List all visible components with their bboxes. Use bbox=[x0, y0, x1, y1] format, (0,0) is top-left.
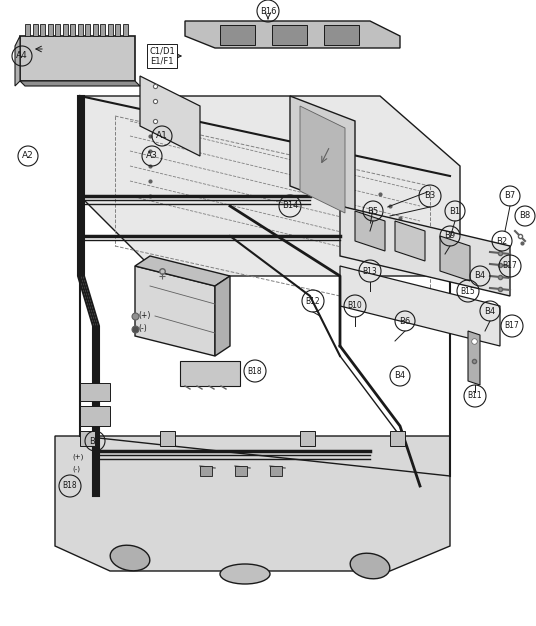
Bar bbox=[123, 24, 128, 36]
Bar bbox=[80, 431, 95, 446]
Bar bbox=[235, 466, 247, 476]
Text: B5: B5 bbox=[368, 207, 378, 215]
Polygon shape bbox=[300, 106, 345, 213]
Text: B1: B1 bbox=[450, 207, 460, 215]
Polygon shape bbox=[440, 236, 470, 281]
FancyBboxPatch shape bbox=[20, 36, 135, 81]
Bar bbox=[108, 24, 113, 36]
Polygon shape bbox=[340, 266, 500, 346]
Bar bbox=[115, 24, 120, 36]
Bar bbox=[200, 466, 212, 476]
Bar bbox=[270, 466, 282, 476]
Polygon shape bbox=[355, 211, 385, 251]
Bar bbox=[272, 25, 307, 45]
Ellipse shape bbox=[350, 553, 390, 579]
Polygon shape bbox=[140, 76, 200, 156]
Text: B12: B12 bbox=[306, 297, 321, 305]
Bar bbox=[33, 24, 38, 36]
Bar bbox=[93, 24, 98, 36]
Bar bbox=[63, 24, 68, 36]
Polygon shape bbox=[80, 96, 460, 276]
Text: C1/D1
E1/F1: C1/D1 E1/F1 bbox=[149, 46, 175, 66]
Polygon shape bbox=[135, 266, 215, 356]
Text: B8: B8 bbox=[519, 212, 531, 220]
Text: A4: A4 bbox=[16, 51, 28, 61]
Bar bbox=[180, 361, 240, 386]
Text: B11: B11 bbox=[468, 391, 482, 401]
Text: A3: A3 bbox=[146, 151, 158, 160]
Text: (-): (-) bbox=[138, 324, 147, 333]
Text: B4: B4 bbox=[394, 371, 406, 381]
Text: B17: B17 bbox=[504, 322, 519, 331]
Text: B16: B16 bbox=[260, 6, 276, 16]
Text: B9: B9 bbox=[444, 232, 456, 240]
Polygon shape bbox=[20, 81, 140, 86]
Text: B18: B18 bbox=[248, 366, 262, 376]
Polygon shape bbox=[15, 36, 20, 86]
Bar bbox=[48, 24, 53, 36]
Bar bbox=[70, 24, 75, 36]
Bar bbox=[220, 25, 255, 45]
Bar bbox=[300, 431, 315, 446]
Text: B7: B7 bbox=[504, 192, 516, 200]
Bar bbox=[80, 383, 110, 401]
Bar bbox=[78, 24, 83, 36]
Bar bbox=[100, 24, 105, 36]
Text: A2: A2 bbox=[22, 151, 34, 160]
Text: B13: B13 bbox=[363, 267, 377, 275]
Text: B4: B4 bbox=[90, 436, 101, 446]
Text: B4: B4 bbox=[485, 307, 496, 316]
Text: B2: B2 bbox=[496, 237, 508, 245]
Bar bbox=[390, 431, 405, 446]
Bar bbox=[40, 24, 45, 36]
Text: B18: B18 bbox=[63, 481, 77, 491]
Text: B15: B15 bbox=[460, 287, 475, 295]
Bar bbox=[324, 25, 359, 45]
Text: (-): (-) bbox=[72, 466, 80, 473]
Text: B3: B3 bbox=[425, 192, 436, 200]
Text: (+): (+) bbox=[72, 453, 84, 459]
Text: B6: B6 bbox=[399, 317, 411, 326]
Ellipse shape bbox=[220, 564, 270, 584]
Polygon shape bbox=[340, 206, 510, 296]
Ellipse shape bbox=[110, 545, 150, 571]
Bar bbox=[160, 431, 175, 446]
Bar bbox=[85, 24, 90, 36]
Bar bbox=[55, 24, 60, 36]
Polygon shape bbox=[135, 256, 230, 286]
Text: B4: B4 bbox=[474, 272, 486, 280]
Polygon shape bbox=[185, 21, 400, 48]
Text: A1: A1 bbox=[156, 131, 168, 140]
Text: B14: B14 bbox=[282, 202, 298, 210]
Polygon shape bbox=[395, 221, 425, 261]
Polygon shape bbox=[468, 331, 480, 385]
Bar bbox=[80, 406, 110, 426]
Bar bbox=[25, 24, 30, 36]
Text: B17: B17 bbox=[503, 262, 517, 270]
Text: B10: B10 bbox=[348, 302, 362, 310]
Polygon shape bbox=[215, 276, 230, 356]
Text: (+): (+) bbox=[138, 311, 151, 320]
Polygon shape bbox=[55, 436, 450, 571]
Polygon shape bbox=[290, 96, 355, 211]
